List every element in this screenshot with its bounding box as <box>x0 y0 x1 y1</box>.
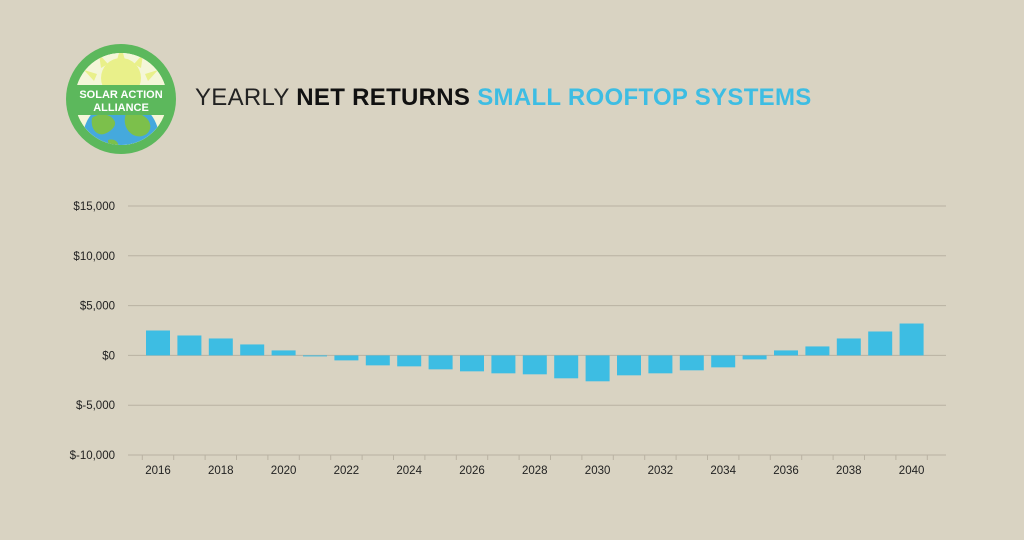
bar-2031 <box>617 355 641 376</box>
bar-2035 <box>742 355 767 360</box>
bar-2022 <box>334 355 359 361</box>
bar-2037 <box>805 346 830 356</box>
x-tick-label: 2020 <box>271 465 297 477</box>
bar-2019 <box>240 344 265 356</box>
logo-text-line2: ALLIANCE <box>93 102 149 114</box>
bar-2018 <box>208 338 233 356</box>
y-tick-label: $15,000 <box>73 201 115 213</box>
solar-action-alliance-logo: SOLAR ACTION ALLIANCE <box>64 42 178 156</box>
y-tick-label: $-5,000 <box>76 400 115 412</box>
bar-2033 <box>679 355 704 371</box>
bar-2030 <box>585 355 610 382</box>
y-tick-label: $10,000 <box>73 251 115 263</box>
x-tick-label: 2030 <box>585 465 611 477</box>
bar-2028 <box>522 355 547 375</box>
y-axis-tick-labels: $15,000 $10,000 $5,000 $0 $-5,000 $-10,000 <box>70 201 115 462</box>
x-tick-label: 2026 <box>459 465 485 477</box>
x-tick-label: 2028 <box>522 465 548 477</box>
bar-2027 <box>491 355 516 374</box>
bar-2032 <box>648 355 673 374</box>
x-tick-label: 2040 <box>899 465 925 477</box>
y-tick-label: $0 <box>102 350 115 362</box>
x-tick-label: 2022 <box>334 465 360 477</box>
x-tick-label: 2024 <box>396 465 422 477</box>
title-part-yearly: YEARLY <box>195 84 290 111</box>
bar-2023 <box>365 355 390 366</box>
logo-text-line1: SOLAR ACTION <box>79 89 162 101</box>
bar-2040 <box>899 323 924 356</box>
bar-2026 <box>460 355 484 372</box>
bar-2038 <box>836 338 861 356</box>
y-tick-label: $5,000 <box>80 301 115 313</box>
title-part-small-rooftop-systems: SMALL ROOFTOP SYSTEMS <box>477 84 812 111</box>
x-axis-tick-labels: 2016 2018 2020 2022 2024 2026 2028 2030 2032 2034… <box>145 465 924 477</box>
title-part-net-returns: NET RETURNS <box>296 84 471 111</box>
bar-2021 <box>303 355 327 357</box>
bar-2029 <box>554 355 579 379</box>
x-tick-label: 2038 <box>836 465 862 477</box>
bar-2024 <box>397 355 422 367</box>
bar-2034 <box>711 355 736 368</box>
x-tick-label: 2036 <box>773 465 799 477</box>
y-tick-label: $-10,000 <box>70 450 115 462</box>
chart-gridlines <box>128 205 946 460</box>
x-tick-label: 2018 <box>208 465 234 477</box>
bar-2025 <box>428 355 453 370</box>
chart-title: YEARLY NET RETURNS SMALL ROOFTOP SYSTEMS <box>195 84 812 112</box>
bar-2017 <box>177 335 202 356</box>
x-tick-label: 2016 <box>145 465 171 477</box>
x-tick-label: 2032 <box>648 465 674 477</box>
x-tick-label: 2034 <box>710 465 736 477</box>
bar-2016 <box>146 330 170 356</box>
bar-2020 <box>271 350 296 356</box>
bar-2039 <box>868 331 893 356</box>
bar-2036 <box>774 350 798 356</box>
chart-bars <box>146 323 924 382</box>
logo-sun-globe-icon: SOLAR ACTION ALLIANCE <box>66 44 176 154</box>
